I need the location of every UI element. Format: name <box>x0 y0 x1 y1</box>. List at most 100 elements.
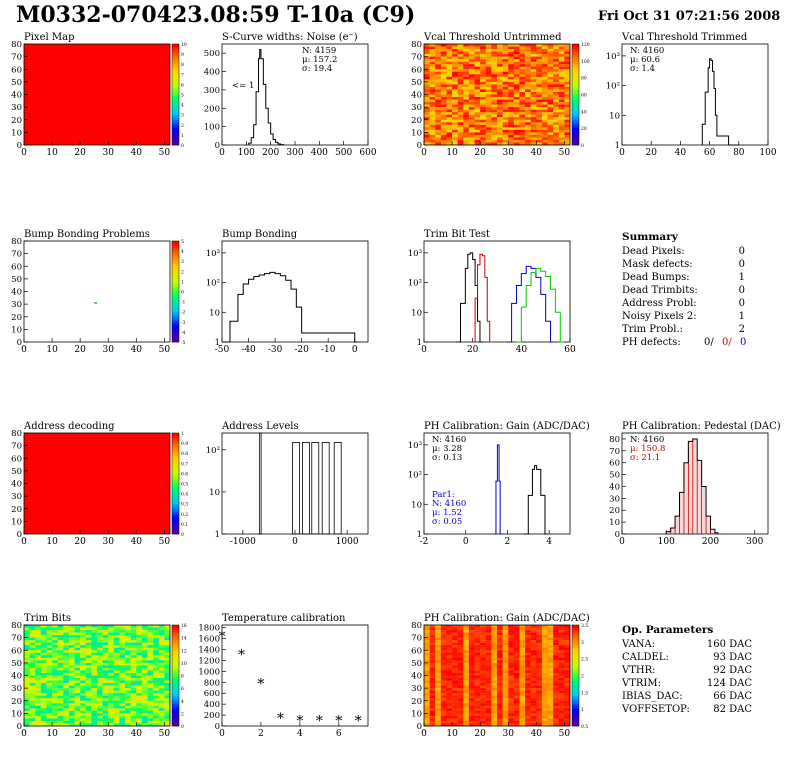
x-tick-label: 40 <box>131 345 143 355</box>
z-tick-label: 5 <box>181 239 184 245</box>
heatmap-cell <box>541 81 548 85</box>
heatmap-cell <box>541 134 548 138</box>
color-scale-cell <box>172 700 179 704</box>
heatmap-cell <box>153 670 159 674</box>
heatmap-cell <box>440 127 447 131</box>
heatmap-cell <box>497 99 503 103</box>
color-scale-cell <box>172 667 179 671</box>
heatmap-cell <box>125 657 131 661</box>
heatmap-cell <box>553 632 559 636</box>
heatmap-cell <box>102 627 109 631</box>
heatmap-cell <box>468 129 475 133</box>
heatmap-cell <box>536 117 543 120</box>
heatmap-cell <box>435 657 442 661</box>
heatmap-cell <box>164 632 171 636</box>
heatmap-cell <box>424 710 430 714</box>
heatmap-cell <box>491 637 498 641</box>
heatmap-cell <box>119 685 126 689</box>
heatmap-cell <box>491 672 498 676</box>
heatmap-cell <box>424 59 430 62</box>
heatmap-cell <box>541 685 548 689</box>
heatmap-cell <box>119 708 126 712</box>
heatmap-cell <box>158 715 165 719</box>
heatmap-cell <box>141 655 148 659</box>
heatmap-cell <box>530 117 537 120</box>
x-tick-label: 0 <box>219 148 225 158</box>
heatmap-cell <box>35 635 42 638</box>
heatmap-cell <box>424 635 430 638</box>
heatmap-cell <box>474 59 481 62</box>
heatmap-cell <box>502 117 509 120</box>
color-scale-cell <box>172 59 179 62</box>
heatmap-cell <box>468 71 475 75</box>
heatmap-cell <box>474 705 481 709</box>
heatmap-cell <box>164 670 171 674</box>
x-tick-label: 10 <box>446 729 458 739</box>
heatmap-cell <box>508 688 515 691</box>
heatmap-cell <box>429 630 436 633</box>
heatmap-cell <box>525 56 531 60</box>
heatmap-cell <box>558 652 565 656</box>
heatmap-cell <box>46 650 53 653</box>
heatmap-cell <box>463 655 470 659</box>
heatmap-cell <box>63 715 70 719</box>
heatmap-cell <box>558 685 565 689</box>
heatmap-cell <box>435 66 442 70</box>
heatmap-cell <box>463 693 470 696</box>
heatmap-cell <box>457 625 464 628</box>
heatmap-cell <box>68 662 75 666</box>
heatmap-cell <box>452 56 458 60</box>
heatmap-cell <box>97 690 103 694</box>
heatmap-fill <box>24 241 170 342</box>
heatmap-cell <box>429 688 436 691</box>
heatmap-cell <box>91 703 98 706</box>
heatmap-cell <box>541 720 548 724</box>
heatmap-cell <box>446 74 453 78</box>
heatmap-cell <box>553 667 559 671</box>
heatmap-cell <box>513 59 520 62</box>
heatmap-cell <box>130 667 137 671</box>
y-tick-label: 10 <box>411 709 422 719</box>
heatmap-cell <box>463 127 470 131</box>
y-tick-label: 1200 <box>198 656 220 666</box>
heatmap-cell <box>113 723 120 727</box>
heatmap-cell <box>558 657 565 661</box>
y-tick-label: 200 <box>204 104 220 114</box>
heatmap-cell <box>497 675 503 679</box>
heatmap-cell <box>553 645 559 648</box>
heatmap-cell <box>452 71 458 75</box>
heatmap-cell <box>485 84 492 88</box>
heatmap-cell <box>474 84 481 88</box>
heatmap-cell <box>502 84 509 88</box>
heatmap-cell <box>24 672 30 676</box>
heatmap-cell <box>424 625 430 628</box>
heatmap-cell <box>102 688 109 691</box>
heatmap-cell <box>85 637 92 641</box>
heatmap-cell <box>68 715 75 719</box>
heatmap-cell <box>440 705 447 709</box>
heatmap-cell <box>452 635 458 638</box>
heatmap-cell <box>536 81 543 85</box>
heatmap-cell <box>130 637 137 641</box>
heatmap-cell <box>446 102 453 105</box>
heatmap-cell <box>497 713 503 717</box>
heatmap-cell <box>80 625 86 628</box>
heatmap-cell <box>485 59 492 62</box>
heatmap-cell <box>40 652 47 656</box>
heatmap-cell <box>446 705 453 709</box>
heatmap-cell <box>113 657 120 661</box>
heatmap-cell <box>147 675 154 679</box>
heatmap-cell <box>153 695 159 699</box>
heatmap-cell <box>547 61 554 65</box>
heatmap-cell <box>440 64 447 67</box>
heatmap-cell <box>91 670 98 674</box>
heatmap-cell <box>558 109 565 113</box>
heatmap-cell <box>435 693 442 696</box>
heatmap-cell <box>474 97 481 100</box>
heatmap-cell <box>108 660 115 664</box>
heatmap-cell <box>491 129 498 133</box>
heatmap-cell <box>474 693 481 696</box>
heatmap-cell <box>457 46 464 50</box>
